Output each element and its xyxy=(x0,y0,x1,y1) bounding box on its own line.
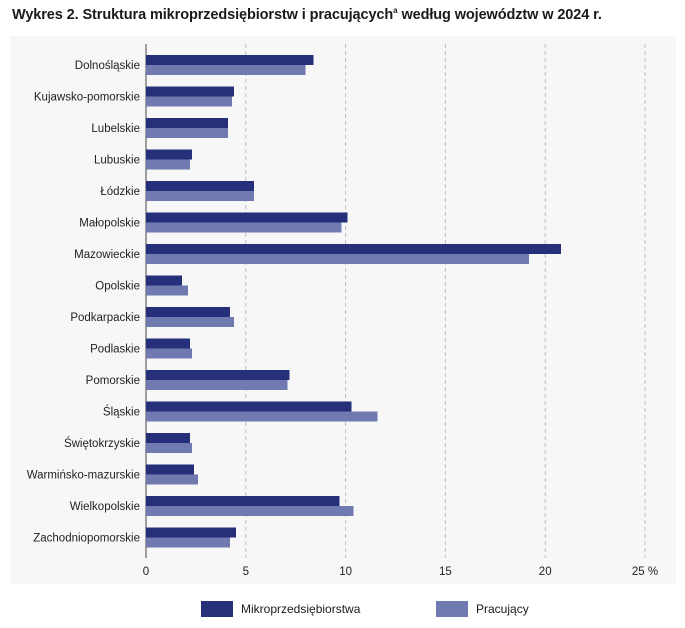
bar-pracujacy-malopolskie xyxy=(146,222,342,233)
bar-pracujacy-mazowieckie xyxy=(146,254,530,264)
x-tick-label: 5 xyxy=(243,566,249,578)
bar-mikroprzedsiebiorstwa-lubuskie xyxy=(146,149,192,160)
bar-mikroprzedsiebiorstwa-swietokrzyskie xyxy=(146,433,190,443)
x-tick-label: 15 xyxy=(439,566,452,578)
bar-pracujacy-podkarpackie xyxy=(146,317,234,327)
bar-pracujacy-zachodniopomorskie xyxy=(146,537,230,548)
category-label: Świętokrzyskie xyxy=(64,437,140,450)
category-label: Zachodniopomorskie xyxy=(33,533,140,545)
category-label: Podkarpackie xyxy=(70,312,140,324)
bar-pracujacy-kujawsko-pomorskie xyxy=(146,96,232,107)
bar-pracujacy-lubuskie xyxy=(146,159,190,170)
x-tick-label: 25 % xyxy=(632,566,658,578)
bar-mikroprzedsiebiorstwa-lodzkie xyxy=(146,181,254,191)
bar-pracujacy-lodzkie xyxy=(146,191,254,201)
category-label: Mazowieckie xyxy=(74,249,140,261)
category-label: Małopolskie xyxy=(79,218,140,230)
bar-mikroprzedsiebiorstwa-mazowieckie xyxy=(146,244,562,254)
bar-mikroprzedsiebiorstwa-malopolskie xyxy=(146,212,348,223)
bar-mikroprzedsiebiorstwa-zachodniopomorskie xyxy=(146,527,236,538)
x-tick-label: 20 xyxy=(539,566,552,578)
bar-mikroprzedsiebiorstwa-podkarpackie xyxy=(146,307,230,317)
bar-chart: 0 5 10 15 20 25 % Dolnośląskie Kujawsko-pomorsk… xyxy=(27,44,658,578)
x-tick-label: 0 xyxy=(143,566,149,578)
x-tick-label: 10 xyxy=(339,566,352,578)
category-label: Opolskie xyxy=(95,281,140,293)
legend-label-mikroprzedsiebiorstwa: Mikroprzedsiębiorstwa xyxy=(241,602,361,616)
legend-swatch-mikroprzedsiebiorstwa xyxy=(201,601,233,617)
bar-mikroprzedsiebiorstwa-pomorskie xyxy=(146,370,290,380)
bar-mikroprzedsiebiorstwa-wielkopolskie xyxy=(146,496,340,506)
bar-pracujacy-swietokrzyskie xyxy=(146,443,192,453)
bar-mikroprzedsiebiorstwa-lubelskie xyxy=(146,118,228,128)
legend-label-pracujacy: Pracujący xyxy=(476,602,529,616)
bar-mikroprzedsiebiorstwa-dolnoslaskie xyxy=(146,55,314,65)
bar-pracujacy-pomorskie xyxy=(146,380,288,390)
bar-mikroprzedsiebiorstwa-slaskie xyxy=(146,401,352,412)
bar-mikroprzedsiebiorstwa-podlaskie xyxy=(146,338,190,349)
legend-swatch-pracujacy xyxy=(436,601,468,617)
bar-pracujacy-podlaskie xyxy=(146,348,192,359)
category-label: Podlaskie xyxy=(90,344,140,356)
chart-title: Wykres 2. Struktura mikroprzedsiębiorstw… xyxy=(12,6,602,23)
category-label: Dolnośląskie xyxy=(75,60,140,72)
legend-item-mikroprzedsiebiorstwa: Mikroprzedsiębiorstwa xyxy=(201,601,360,617)
bar-mikroprzedsiebiorstwa-kujawsko-pomorskie xyxy=(146,86,234,97)
legend-item-pracujacy: Pracujący xyxy=(436,601,529,617)
category-label: Wielkopolskie xyxy=(70,501,140,513)
category-label: Lubuskie xyxy=(94,155,140,167)
category-label: Kujawsko-pomorskie xyxy=(34,92,140,104)
bar-pracujacy-warminsko-mazurskie xyxy=(146,474,198,485)
category-label: Pomorskie xyxy=(86,375,140,387)
bar-pracujacy-lubelskie xyxy=(146,128,228,138)
bar-pracujacy-opolskie xyxy=(146,285,188,296)
category-label: Warmińsko-mazurskie xyxy=(27,470,140,482)
category-label: Łódzkie xyxy=(100,186,140,198)
bar-pracujacy-dolnoslaskie xyxy=(146,65,306,75)
bar-mikroprzedsiebiorstwa-opolskie xyxy=(146,275,182,286)
bar-pracujacy-slaskie xyxy=(146,411,378,422)
category-label: Lubelskie xyxy=(91,123,140,135)
category-label: Śląskie xyxy=(103,406,140,419)
bar-mikroprzedsiebiorstwa-warminsko-mazurskie xyxy=(146,464,194,475)
bar-pracujacy-wielkopolskie xyxy=(146,506,354,516)
legend: Mikroprzedsiębiorstwa Pracujący xyxy=(0,594,685,624)
chart-panel: 0 5 10 15 20 25 % Dolnośląskie Kujawsko-pomorsk… xyxy=(10,36,676,584)
